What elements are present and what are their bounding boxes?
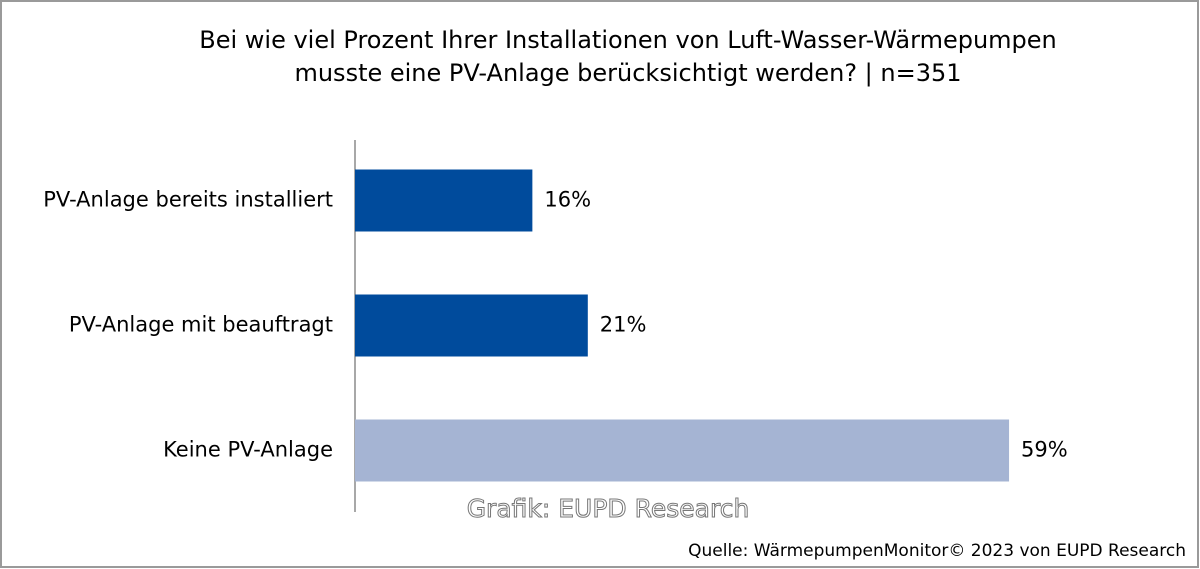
category-label: PV-Anlage mit beauftragt: [69, 313, 333, 337]
bar: [355, 419, 1010, 482]
category-label: PV-Anlage bereits installiert: [43, 188, 333, 212]
chart-title: musste eine PV-Anlage berücksichtigt wer…: [294, 59, 961, 87]
bar: [355, 169, 533, 232]
category-label: Keine PV-Anlage: [163, 438, 333, 462]
value-label: 16%: [544, 188, 591, 212]
value-label: 21%: [600, 313, 647, 337]
value-label: 59%: [1021, 438, 1068, 462]
source-note: Quelle: WärmepumpenMonitor© 2023 von EUP…: [688, 541, 1186, 561]
watermark: Grafik: EUPD Research: [467, 494, 750, 523]
chart-title: Bei wie viel Prozent Ihrer Installatione…: [199, 26, 1057, 54]
bar: [355, 294, 588, 357]
